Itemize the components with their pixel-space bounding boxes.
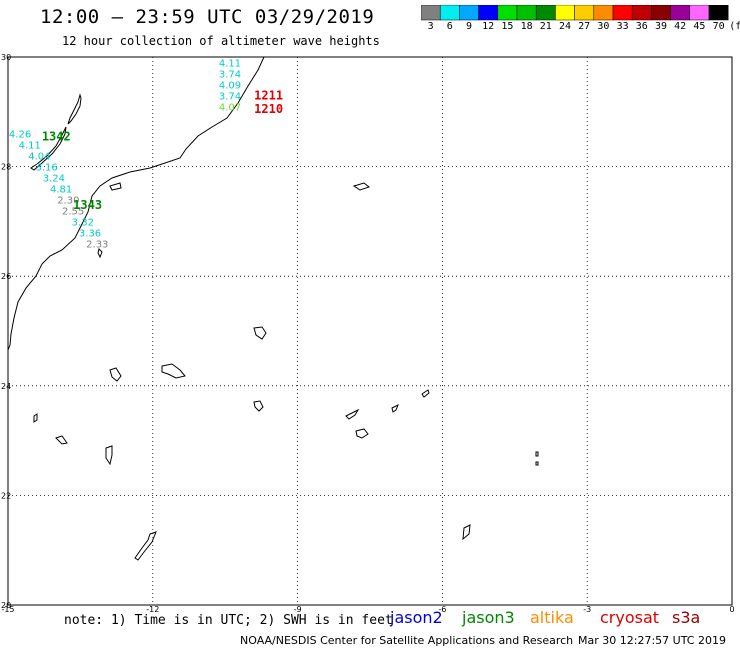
legend-label-36: 36 xyxy=(635,21,648,32)
lon-tick-label: -15 xyxy=(1,605,14,614)
map-subtitle: 12 hour collection of altimeter wave hei… xyxy=(62,34,380,48)
swh-value: 2.55 xyxy=(62,206,84,217)
island-small-5 xyxy=(105,445,113,466)
generation-timestamp: Mar 30 12:27:57 UTC 2019 xyxy=(578,634,726,647)
island-mid-2 xyxy=(253,326,267,340)
legend-swatch-70 xyxy=(708,5,729,21)
altimeter-observations: 4.113.744.093.744.074.264.114.043.163.24… xyxy=(9,58,241,250)
swh-value: 3.36 xyxy=(79,228,101,239)
island-mid-9 xyxy=(355,428,369,439)
legend-label-6: 6 xyxy=(446,21,453,32)
pass-time-label: 1343 xyxy=(73,198,102,212)
swh-value: 4.11 xyxy=(219,58,241,69)
africa-coastline xyxy=(7,56,265,356)
legend-cryosat: cryosat xyxy=(600,608,660,627)
legend-label-39: 39 xyxy=(654,21,668,32)
lat-tick-label: 30 xyxy=(1,53,11,62)
legend-label-45: 45 xyxy=(693,21,706,32)
footer-note: note: 1) Time is in UTC; 2) SWH is in fe… xyxy=(64,613,393,628)
island-small-3 xyxy=(33,413,38,423)
graticule xyxy=(8,57,732,605)
pass-time-label: 1342 xyxy=(42,129,71,143)
swh-value: 4.07 xyxy=(219,102,241,113)
lat-tick-label: 24 xyxy=(1,382,11,391)
color-legend xyxy=(421,5,729,21)
island-coast-small xyxy=(109,182,122,191)
swh-value: 3.74 xyxy=(219,91,241,102)
lon-tick-label: -3 xyxy=(583,605,591,614)
pass-time-label: 1210 xyxy=(254,102,283,116)
island-mid-4 xyxy=(161,363,186,379)
island-fuerteventura xyxy=(30,126,67,171)
island-mid-8 xyxy=(421,389,430,398)
island-mid-3 xyxy=(109,367,122,382)
lon-tick-label: -6 xyxy=(438,605,446,614)
island-small-4 xyxy=(55,435,68,445)
island-small-6 xyxy=(535,451,539,457)
legend-s3a: s3a xyxy=(672,608,701,627)
legend-jason2: jason2 xyxy=(390,608,443,627)
swh-value: 4.09 xyxy=(219,80,241,91)
swh-value: 3.16 xyxy=(35,163,57,174)
legend-label-12: 12 xyxy=(482,21,495,32)
island-mid-5 xyxy=(253,400,264,412)
island-lanzarote xyxy=(67,93,82,125)
island-small-8 xyxy=(462,524,471,541)
swh-value: 4.11 xyxy=(19,141,41,152)
legend-label-21: 21 xyxy=(539,21,552,32)
island-mid-7 xyxy=(391,403,399,413)
legend-altika: altika xyxy=(530,608,574,627)
map-title: 12:00 — 23:59 UTC 03/29/2019 xyxy=(40,6,375,28)
lat-tick-label: 20 xyxy=(1,601,11,610)
coastline xyxy=(7,56,265,356)
legend-label-33: 33 xyxy=(616,21,629,32)
pass-time-label: 1211 xyxy=(254,88,283,102)
swh-value: 2.30 xyxy=(57,195,79,206)
swh-value: 3.24 xyxy=(43,174,65,185)
island-small-9 xyxy=(134,531,157,561)
legend-label-18: 18 xyxy=(520,21,533,32)
swh-value: 4.04 xyxy=(28,152,50,163)
axis-ticks: -15 -12 -9 -6 -3 0 30 28 26 24 22 20 xyxy=(1,53,735,614)
legend-jason3: jason3 xyxy=(462,608,515,627)
legend-label-30: 30 xyxy=(597,21,610,32)
legend-label-3: 3 xyxy=(427,21,434,32)
swh-value: 3.74 xyxy=(219,69,241,80)
lat-tick-label: 22 xyxy=(1,491,11,500)
legend-label-24: 24 xyxy=(558,21,572,32)
swh-value: 4.81 xyxy=(50,185,72,196)
legend-unit: (ft) xyxy=(729,21,740,32)
legend-label-42: 42 xyxy=(674,21,687,32)
legend-label-15: 15 xyxy=(501,21,514,32)
lat-tick-label: 26 xyxy=(1,272,11,281)
island-small-7 xyxy=(535,461,539,466)
island-small-2 xyxy=(97,248,103,259)
swh-value: 4.26 xyxy=(9,130,31,141)
lon-tick-label: -12 xyxy=(146,605,159,614)
lon-tick-label: -9 xyxy=(294,605,302,614)
lat-tick-label: 28 xyxy=(1,163,11,172)
lon-tick-label: 0 xyxy=(729,605,734,614)
legend-label-9: 9 xyxy=(465,21,473,32)
island-mid-1 xyxy=(352,182,371,191)
islands xyxy=(30,93,539,561)
legend-label-27: 27 xyxy=(578,21,591,32)
island-mid-6 xyxy=(345,408,360,420)
legend-label-70: 70 xyxy=(712,21,725,32)
map-frame xyxy=(7,56,733,606)
credit-line: NOAA/NESDIS Center for Satellite Applica… xyxy=(240,634,574,647)
swh-value: 3.32 xyxy=(72,217,94,228)
swh-value: 2.33 xyxy=(86,239,108,250)
